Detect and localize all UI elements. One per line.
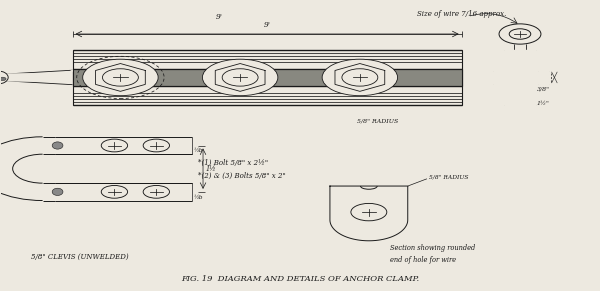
Polygon shape xyxy=(330,186,408,241)
Ellipse shape xyxy=(0,71,8,84)
Circle shape xyxy=(83,59,158,96)
Polygon shape xyxy=(95,63,145,91)
Text: end of hole for wire: end of hole for wire xyxy=(390,256,456,264)
Text: Section showing rounded: Section showing rounded xyxy=(390,244,475,252)
Polygon shape xyxy=(7,70,73,81)
Text: *(1) Bolt 5/8" x 2½": *(1) Bolt 5/8" x 2½" xyxy=(198,159,268,167)
Circle shape xyxy=(222,69,258,86)
Circle shape xyxy=(499,24,541,44)
Circle shape xyxy=(0,77,6,81)
Text: 1½: 1½ xyxy=(206,165,217,173)
Polygon shape xyxy=(538,71,549,84)
Circle shape xyxy=(342,69,378,86)
Polygon shape xyxy=(335,63,385,91)
Polygon shape xyxy=(73,69,461,86)
Text: Size of wire 7/16 approx.: Size of wire 7/16 approx. xyxy=(417,10,506,18)
Text: ½b: ½b xyxy=(194,148,203,153)
Text: 1½": 1½" xyxy=(536,101,550,106)
Text: *(2) & (3) Bolts 5/8" x 2": *(2) & (3) Bolts 5/8" x 2" xyxy=(198,172,286,180)
Ellipse shape xyxy=(52,142,63,149)
Text: ½b: ½b xyxy=(194,195,203,200)
Text: 5/8" CLEVIS (UNWELDED): 5/8" CLEVIS (UNWELDED) xyxy=(31,253,128,261)
Circle shape xyxy=(101,185,128,198)
Polygon shape xyxy=(215,63,265,91)
Text: 3/8": 3/8" xyxy=(536,86,550,92)
Polygon shape xyxy=(503,50,536,105)
Circle shape xyxy=(103,69,139,86)
Circle shape xyxy=(143,139,170,152)
Circle shape xyxy=(101,139,128,152)
Circle shape xyxy=(202,59,278,96)
Circle shape xyxy=(509,29,531,39)
Text: 5/8" RADIUS: 5/8" RADIUS xyxy=(429,175,468,180)
Circle shape xyxy=(351,203,387,221)
Text: 5/8" RADIUS: 5/8" RADIUS xyxy=(357,118,398,123)
Polygon shape xyxy=(493,71,503,84)
Text: FIG. 19  DIAGRAM AND DETAILS OF ANCHOR CLAMP.: FIG. 19 DIAGRAM AND DETAILS OF ANCHOR CL… xyxy=(181,275,419,283)
Ellipse shape xyxy=(52,188,63,196)
Text: 9': 9' xyxy=(215,13,223,21)
Text: 9': 9' xyxy=(263,21,271,29)
Circle shape xyxy=(143,185,170,198)
Circle shape xyxy=(322,59,398,96)
